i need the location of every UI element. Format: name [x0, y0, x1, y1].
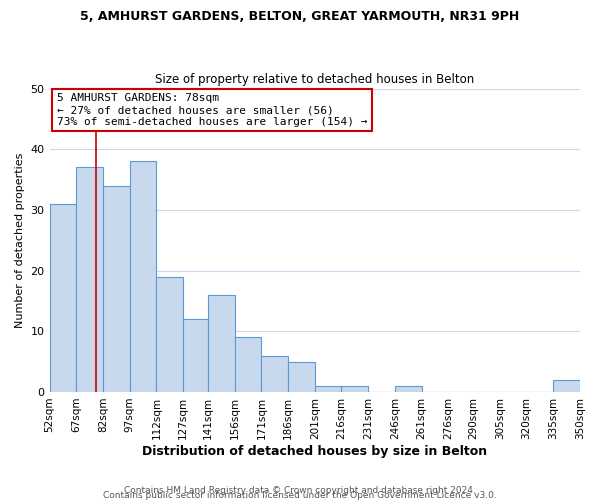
Bar [315, 386, 341, 392]
Title: Size of property relative to detached houses in Belton: Size of property relative to detached ho… [155, 73, 475, 86]
Bar [341, 386, 368, 392]
Bar [183, 319, 208, 392]
Bar [157, 276, 183, 392]
Bar [235, 338, 262, 392]
Bar [103, 186, 130, 392]
X-axis label: Distribution of detached houses by size in Belton: Distribution of detached houses by size … [142, 444, 487, 458]
Text: Contains HM Land Registry data © Crown copyright and database right 2024.: Contains HM Land Registry data © Crown c… [124, 486, 476, 495]
Bar [76, 168, 103, 392]
Bar [395, 386, 422, 392]
Bar [50, 204, 76, 392]
Bar [208, 295, 235, 392]
Bar [262, 356, 288, 392]
Text: 5, AMHURST GARDENS, BELTON, GREAT YARMOUTH, NR31 9PH: 5, AMHURST GARDENS, BELTON, GREAT YARMOU… [80, 10, 520, 23]
Text: 5 AMHURST GARDENS: 78sqm
← 27% of detached houses are smaller (56)
73% of semi-d: 5 AMHURST GARDENS: 78sqm ← 27% of detach… [56, 94, 367, 126]
Text: Contains public sector information licensed under the Open Government Licence v3: Contains public sector information licen… [103, 491, 497, 500]
Bar [288, 362, 315, 392]
Bar [553, 380, 580, 392]
Bar [130, 162, 157, 392]
Y-axis label: Number of detached properties: Number of detached properties [15, 152, 25, 328]
